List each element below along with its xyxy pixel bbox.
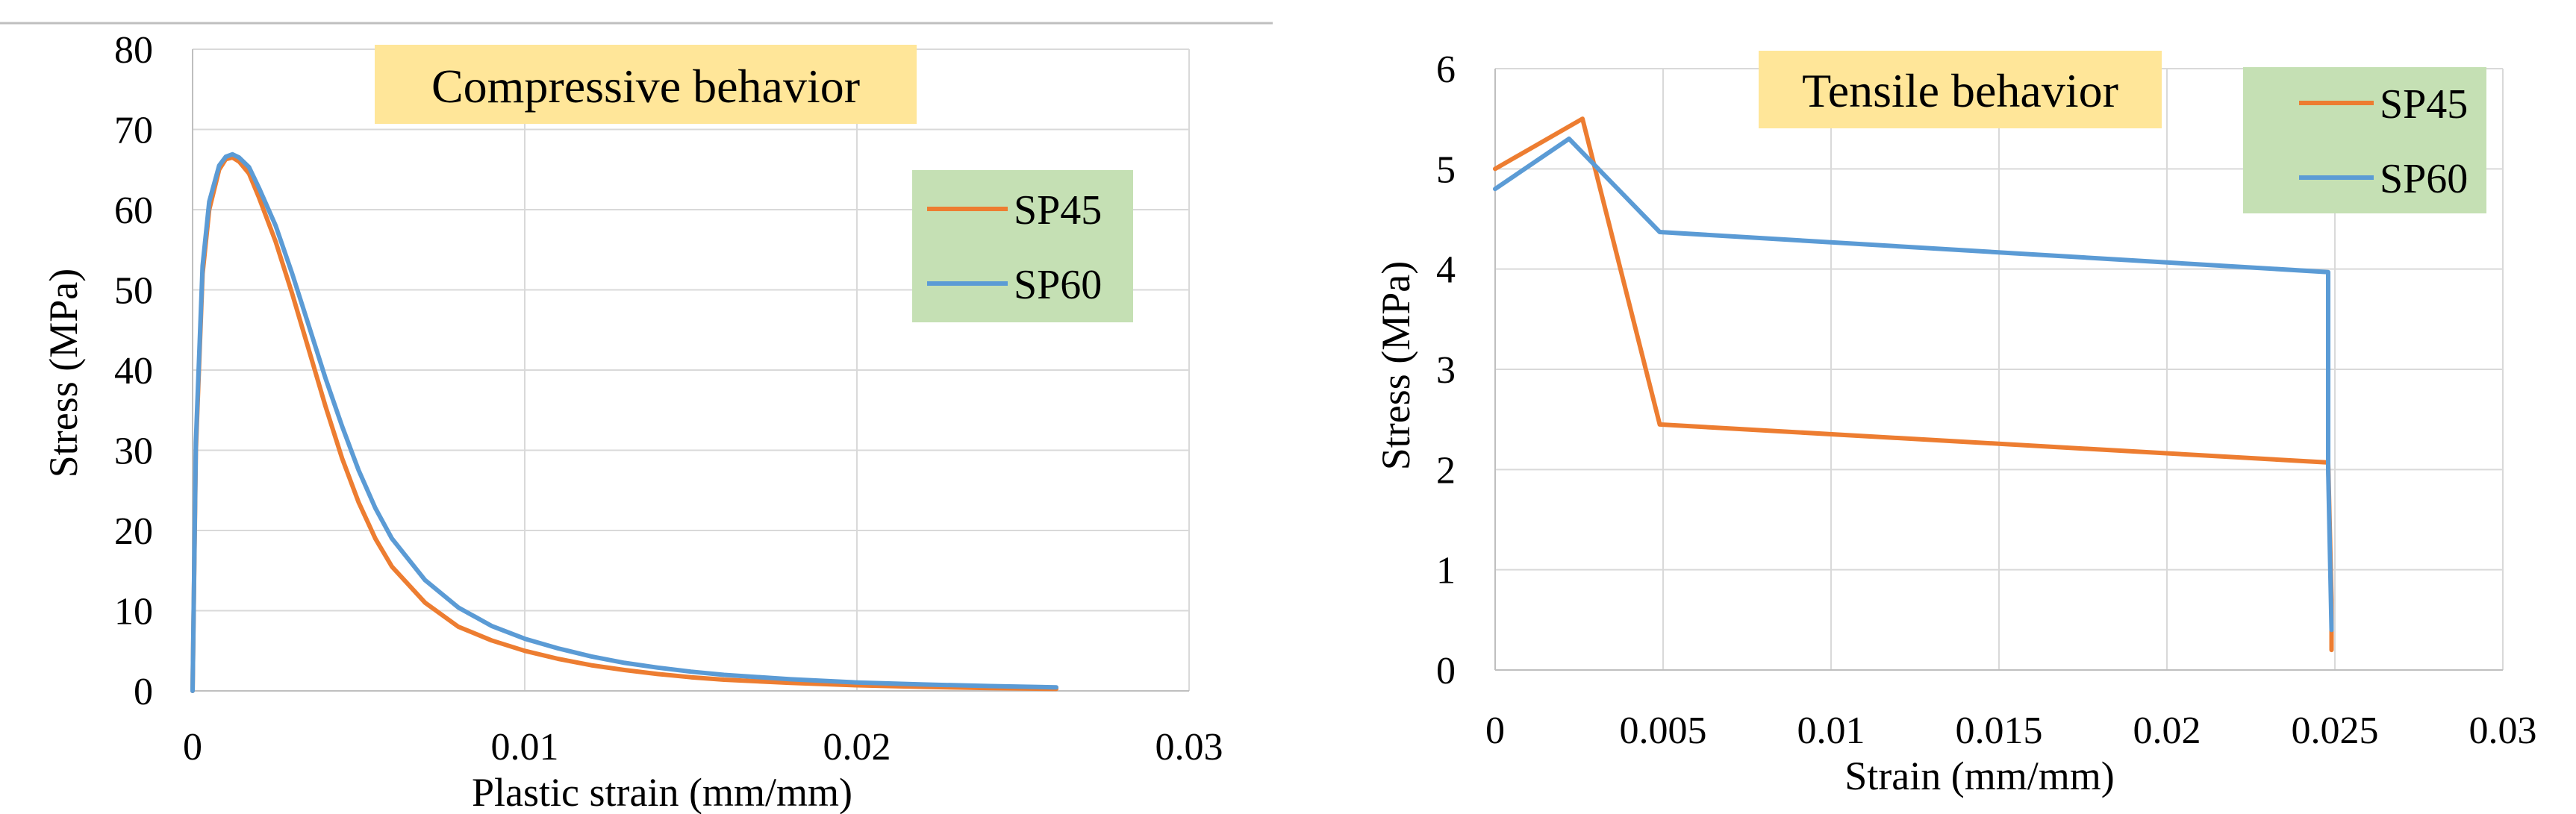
tensile-y-tick-label: 3 bbox=[1436, 349, 1456, 392]
tensile-x-tick-label: 0 bbox=[1485, 710, 1505, 752]
tensile-series-line-sp60 bbox=[1493, 137, 2334, 633]
tensile-chart: 0 1 2 3 4 5 6 0 0.005 0.01 0.015 0.02 0.025 0.03 Ten… bbox=[1373, 48, 2537, 798]
compressive-x-tick-labels: 0 0.01 0.02 0.03 bbox=[183, 726, 1223, 768]
compressive-y-tick-label: 60 bbox=[114, 190, 153, 232]
tensile-title: Tensile behavior bbox=[1802, 64, 2118, 117]
compressive-x-tick-label: 0 bbox=[183, 726, 202, 768]
compressive-legend-label-sp60: SP60 bbox=[1014, 262, 1102, 308]
tensile-y-tick-labels: 0 1 2 3 4 5 6 bbox=[1436, 48, 1456, 692]
tensile-x-tick-label: 0.01 bbox=[1797, 710, 1865, 752]
tensile-y-tick-label: 6 bbox=[1436, 48, 1456, 91]
tensile-legend-box bbox=[2243, 67, 2486, 213]
compressive-legend-label-sp45: SP45 bbox=[1014, 187, 1102, 234]
compressive-y-tick-labels: 0 10 20 30 40 50 60 70 80 bbox=[114, 29, 153, 713]
tensile-legend-label-sp60: SP60 bbox=[2380, 156, 2468, 202]
tensile-y-tick-label: 1 bbox=[1436, 550, 1456, 592]
compressive-legend-box bbox=[912, 170, 1133, 322]
compressive-y-tick-label: 80 bbox=[114, 29, 153, 72]
tensile-title-box bbox=[1759, 51, 2162, 128]
compressive-title: Compressive behavior bbox=[431, 60, 860, 113]
tensile-series bbox=[1493, 116, 2334, 653]
tensile-y-tick-label: 2 bbox=[1436, 449, 1456, 492]
compressive-title-box bbox=[375, 45, 917, 124]
tensile-x-tick-label: 0.025 bbox=[2292, 710, 2379, 752]
compressive-x-tick-label: 0.02 bbox=[823, 726, 891, 768]
compressive-y-tick-label: 50 bbox=[114, 270, 153, 313]
tensile-y-tick-label: 4 bbox=[1436, 249, 1456, 292]
tensile-y-tick-label: 0 bbox=[1436, 650, 1456, 692]
compressive-gridlines bbox=[192, 48, 1190, 692]
compressive-x-axis-label: Plastic strain (mm/mm) bbox=[472, 770, 852, 814]
compressive-y-tick-label: 30 bbox=[114, 431, 153, 473]
tensile-x-tick-label: 0.02 bbox=[2133, 710, 2201, 752]
tensile-x-tick-label: 0.005 bbox=[1620, 710, 1707, 752]
compressive-series-line-sp60 bbox=[190, 151, 1058, 693]
compressive-series bbox=[190, 151, 1058, 693]
compressive-series-line-sp45 bbox=[190, 155, 1058, 693]
compressive-chart: 0 10 20 30 40 50 60 70 80 0 0.01 0.02 0.03 Compress… bbox=[41, 29, 1223, 814]
tensile-x-tick-labels: 0 0.005 0.01 0.015 0.02 0.025 0.03 bbox=[1485, 710, 2537, 752]
compressive-y-tick-label: 40 bbox=[114, 350, 153, 392]
tensile-x-axis-label: Strain (mm/mm) bbox=[1844, 754, 2114, 798]
tensile-y-tick-label: 5 bbox=[1436, 148, 1456, 191]
tensile-legend-label-sp45: SP45 bbox=[2380, 81, 2468, 128]
compressive-x-tick-label: 0.03 bbox=[1156, 726, 1223, 768]
compressive-y-axis-label: Stress (MPa) bbox=[41, 269, 86, 478]
compressive-y-tick-label: 70 bbox=[114, 110, 153, 152]
tensile-y-axis-label: Stress (MPa) bbox=[1373, 261, 1418, 471]
compressive-y-tick-label: 20 bbox=[114, 510, 153, 553]
tensile-x-tick-label: 0.015 bbox=[1956, 710, 2043, 752]
tensile-x-tick-label: 0.03 bbox=[2469, 710, 2537, 752]
compressive-y-tick-label: 0 bbox=[134, 671, 153, 713]
compressive-x-tick-label: 0.01 bbox=[491, 726, 559, 768]
compressive-y-tick-label: 10 bbox=[114, 591, 153, 633]
